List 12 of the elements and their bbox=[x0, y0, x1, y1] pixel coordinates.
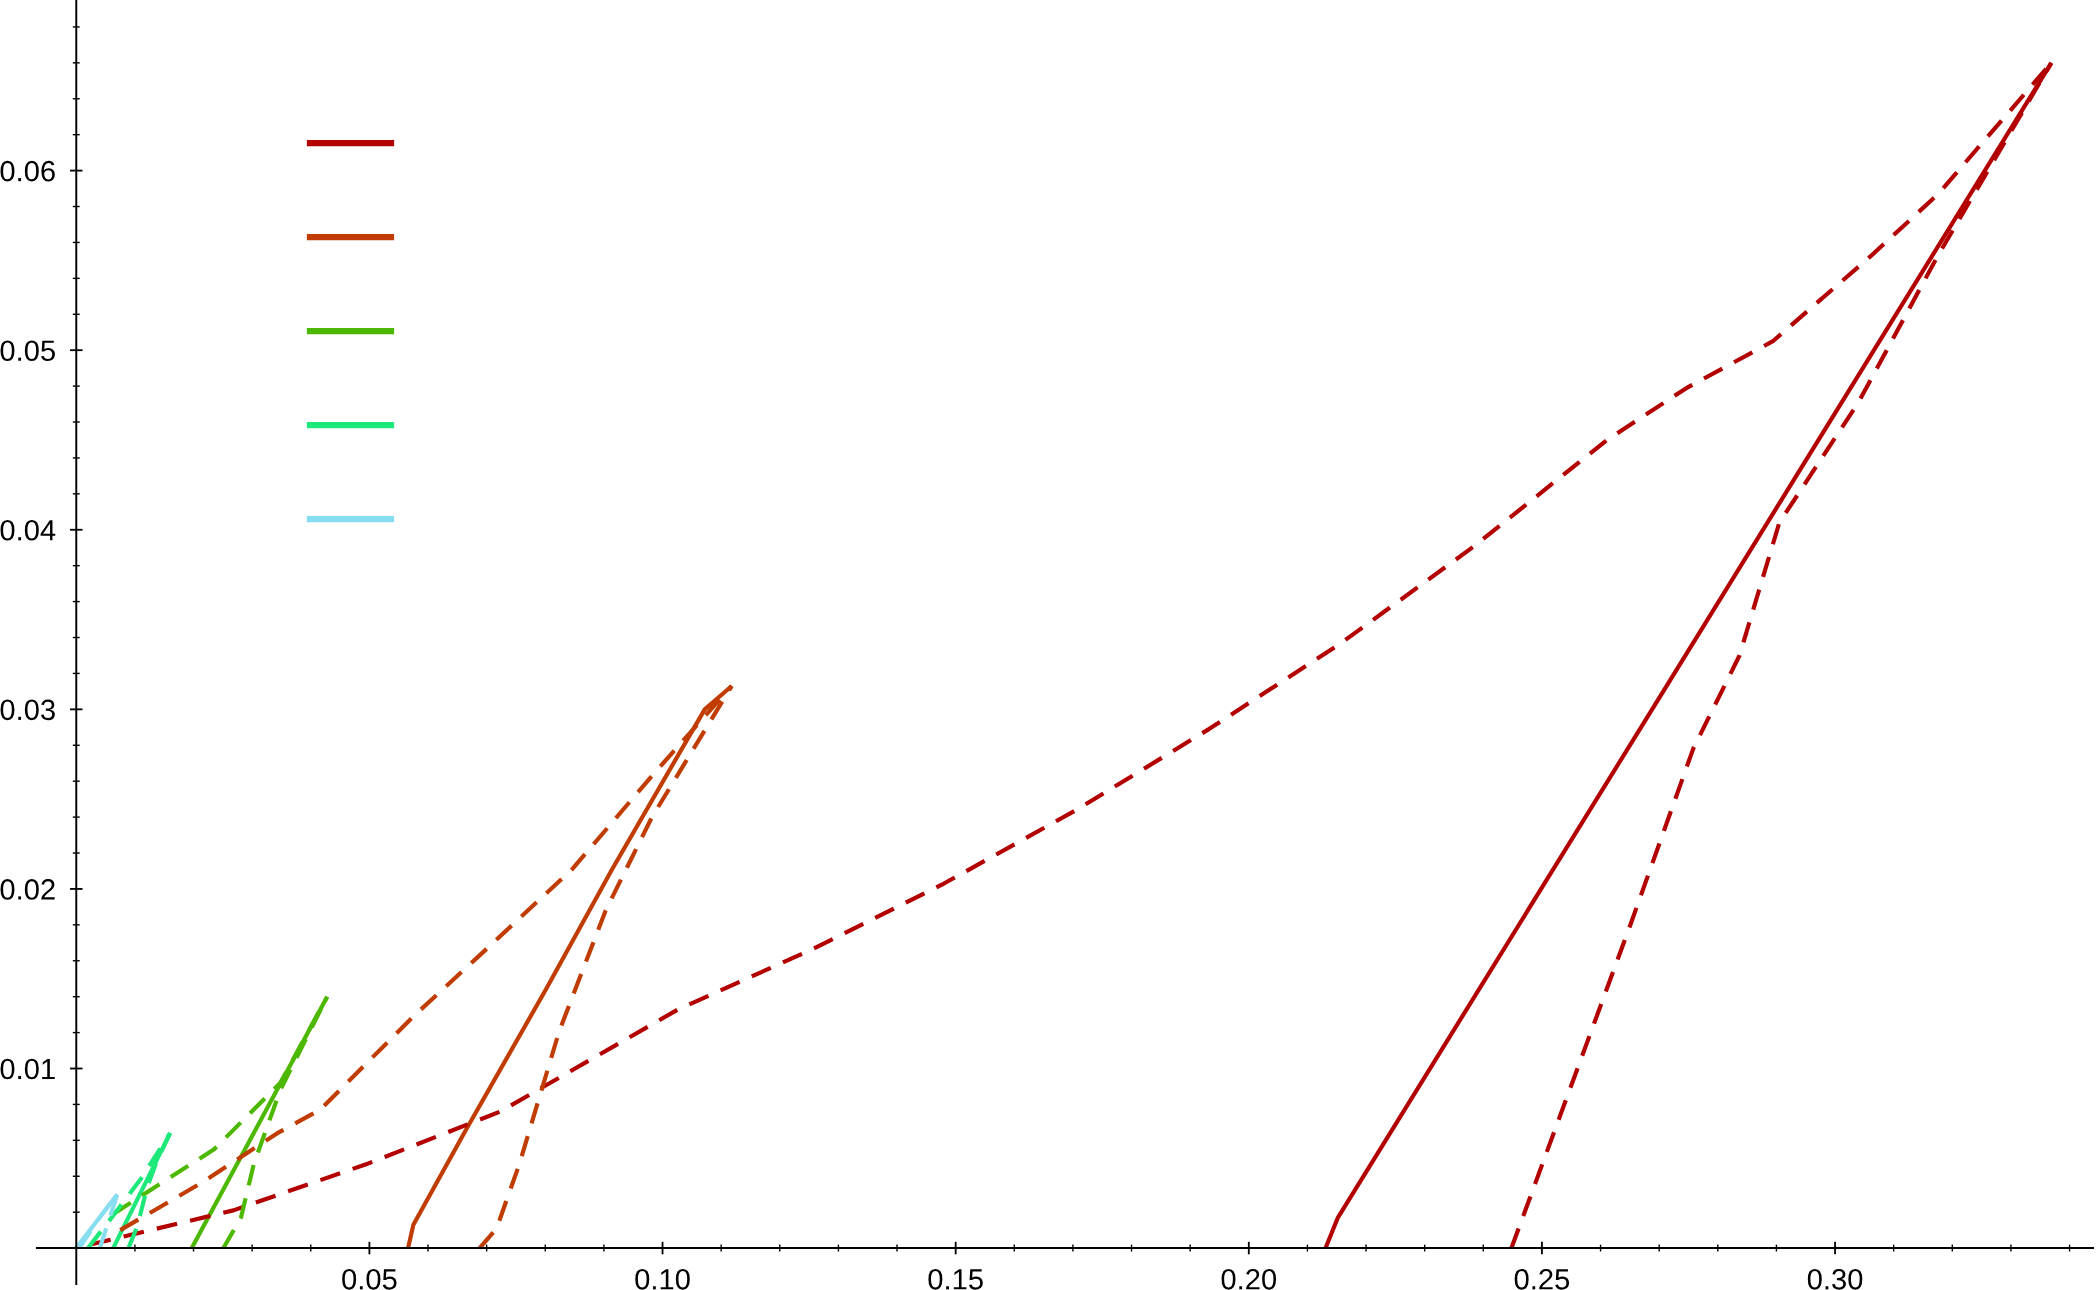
y-tick-label: 0.04 bbox=[0, 519, 56, 541]
x-tick-label: 0.25 bbox=[1514, 1268, 1570, 1290]
y-tick-label: 0.03 bbox=[0, 699, 55, 721]
y-tick-label: 0.02 bbox=[0, 879, 55, 900]
x-tick-label: 0.15 bbox=[928, 1268, 983, 1290]
x-tick-label: 0.20 bbox=[1221, 1268, 1277, 1290]
x-tick-label: 0.10 bbox=[635, 1268, 690, 1290]
y-tick-label: 0.05 bbox=[0, 340, 55, 362]
x-tick-label: 0.30 bbox=[1807, 1268, 1863, 1290]
x-tick-label: 0.05 bbox=[342, 1268, 397, 1290]
y-tick-label: 0.01 bbox=[0, 1058, 55, 1080]
y-tick-label: 0.06 bbox=[0, 160, 55, 182]
